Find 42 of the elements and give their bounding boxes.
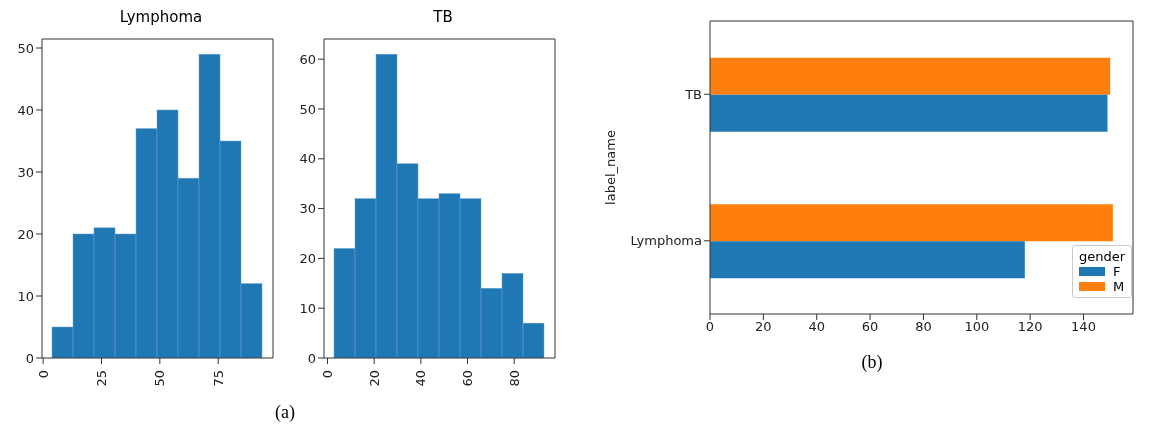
y-tick-label: 60	[299, 51, 316, 67]
y-tick-label: 30	[299, 201, 316, 217]
bar	[710, 57, 1111, 95]
y-tick-label: 20	[17, 226, 34, 242]
x-tick-label: 25	[94, 370, 109, 387]
y-tick-label: 30	[17, 164, 34, 180]
legend-label: F	[1112, 264, 1121, 279]
y-tick-label: 20	[299, 251, 316, 267]
y-tick-label: 10	[299, 300, 316, 316]
x-tick-label: 100	[964, 319, 990, 335]
x-tick-label: 40	[413, 370, 429, 387]
x-tick-label: 75	[210, 370, 226, 387]
x-tick-label: 140	[1071, 319, 1096, 335]
chart-title: TB	[432, 8, 454, 28]
y-tick-label: 50	[299, 101, 316, 117]
x-tick-label: 20	[755, 319, 772, 335]
legend-label: M	[1112, 279, 1125, 294]
y-tick-label: 40	[299, 151, 316, 167]
x-tick-label: 50	[152, 370, 168, 387]
y-tick-label: 0	[25, 350, 34, 366]
x-tick-label: 0	[705, 319, 715, 335]
text: (b)	[861, 352, 883, 373]
bar	[710, 241, 1025, 279]
y-tick-label: 40	[17, 102, 34, 118]
x-tick-label: 80	[506, 370, 522, 387]
bar	[710, 94, 1108, 132]
x-tick-label: 0	[35, 370, 51, 379]
x-tick-label: 80	[915, 319, 932, 335]
text: (a)	[275, 402, 295, 423]
y-tick-label: 50	[17, 40, 34, 56]
x-tick-label: 0	[320, 370, 335, 379]
chart-title: Lymphoma	[118, 8, 204, 28]
x-tick-label: 20	[366, 370, 382, 387]
bar	[710, 204, 1113, 242]
x-tick-label: 120	[1017, 319, 1043, 335]
y-tick-label: 0	[307, 350, 316, 366]
x-tick-label: 40	[808, 319, 825, 335]
x-tick-label: 60	[861, 319, 879, 335]
y-axis-title: label_name	[602, 130, 618, 205]
legend-title: gender	[1078, 249, 1125, 264]
y-tick-label: 10	[17, 288, 34, 304]
x-tick-label: 60	[460, 370, 475, 387]
